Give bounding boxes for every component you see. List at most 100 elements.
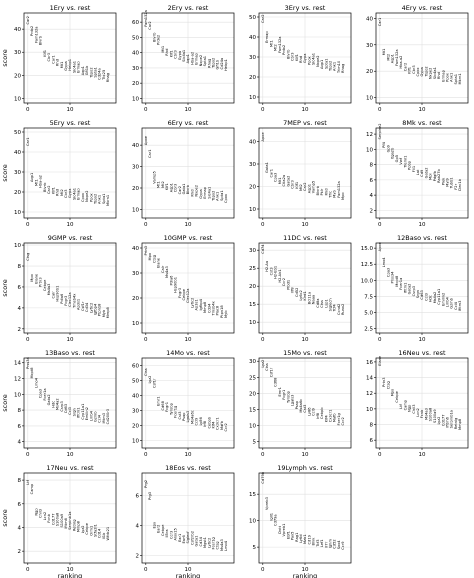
- gene-label: Hebp1: [224, 59, 228, 71]
- gene-label: Emilin2: [85, 407, 89, 420]
- gene-label: Lef1: [320, 539, 324, 547]
- gene-label: Tcf3: [316, 539, 320, 547]
- gene-label: Rhd: [56, 189, 60, 196]
- gene-label: Cpa3: [386, 268, 390, 277]
- y-tick-label: 40: [366, 16, 373, 22]
- gene-label: Lgals3: [291, 395, 295, 407]
- gene-label: Ank1: [216, 192, 220, 201]
- y-tick-label: 20: [249, 185, 256, 191]
- panel: 2Ery vs. rest 10 20 30 40 50 60 0 10 Fam132a Car2B…: [132, 4, 235, 113]
- gene-label: Ccnd2: [337, 304, 341, 315]
- gene-label: Slc4a1: [312, 53, 316, 65]
- gene-label: Fcgr1: [165, 402, 169, 412]
- y-tick-label: 6: [18, 285, 22, 291]
- gene-label: Epx: [152, 521, 156, 529]
- gene-label: Clec12a: [68, 292, 72, 306]
- y-tick-label: 6: [370, 178, 374, 184]
- y-tick-label: 2: [136, 554, 140, 560]
- y-tick-label: 50: [14, 130, 21, 136]
- y-tick-label: 10: [132, 96, 139, 102]
- y-tick-label: 12: [366, 391, 373, 397]
- gene-label: Plbd1: [286, 280, 290, 290]
- gene-label: Cd200r3: [106, 409, 110, 424]
- gene-label: Cbr3: [174, 184, 178, 193]
- gene-label: Car1: [51, 55, 55, 63]
- gene-label: Cpox: [81, 192, 85, 202]
- gene-label: Gata1: [182, 184, 186, 195]
- gene-label: Nxpe2: [85, 190, 89, 202]
- gene-label: Ly6d: [299, 535, 303, 543]
- gene-label: Cd52: [295, 288, 299, 297]
- panel-title: 14Mo vs. rest: [166, 349, 210, 357]
- x-tick-label: 10: [67, 222, 74, 228]
- plot-frame: [141, 12, 235, 104]
- gene-label: Ngp: [408, 404, 412, 412]
- y-tick-label: 2.5: [364, 327, 373, 333]
- panel-title: 13Baso vs. rest: [45, 349, 95, 357]
- gene-label: Car2: [261, 15, 265, 23]
- gene-label: Ctsg: [216, 541, 220, 549]
- y-tick-label: 14: [366, 376, 373, 382]
- gene-label: Mt1: [269, 40, 273, 47]
- gene-label: Mzb1: [303, 534, 307, 544]
- x-tick-label: 10: [185, 567, 192, 573]
- gene-label: Cbr3: [64, 189, 68, 198]
- y-tick-label: 16: [366, 360, 373, 366]
- x-axis-label: ranking: [293, 572, 318, 578]
- x-tick-label: 10: [185, 222, 192, 228]
- gene-label: Tspo2: [212, 58, 216, 69]
- y-tick-label: 40: [14, 150, 21, 156]
- gene-label: H2-Aa: [265, 261, 269, 272]
- gene-label: Stfa2l1: [94, 524, 98, 537]
- gene-label: Ank1: [333, 62, 337, 71]
- gene-label: Ccr2: [224, 423, 228, 431]
- panel-title: 15Mo vs. rest: [283, 349, 327, 357]
- gene-label: Cd9: [420, 169, 424, 177]
- gene-label: Lmo4: [224, 540, 228, 551]
- gene-label: Fcnb: [47, 513, 51, 522]
- gene-label: Cst3: [269, 267, 273, 275]
- panel-title: 11DC vs. rest: [283, 234, 327, 242]
- gene-label: Cx3cr1: [216, 417, 220, 430]
- gene-label: Mt1: [157, 181, 161, 188]
- x-tick-label: 10: [419, 452, 426, 458]
- gene-label: Rhd: [299, 56, 303, 63]
- gene-label: Vpreb3: [265, 497, 269, 510]
- gene-label: Ermap: [195, 52, 199, 64]
- gene-label: Vwf: [399, 157, 403, 164]
- gene-label: Plac8: [216, 305, 220, 315]
- y-tick-label: 15.0: [361, 246, 374, 252]
- plot-frame: [23, 127, 117, 219]
- gene-label: Csf1r: [269, 367, 273, 377]
- x-tick-label: 10: [302, 337, 309, 343]
- y-tick-label: 14: [14, 361, 21, 367]
- gene-label: Gzmb: [94, 411, 98, 422]
- gene-label: Ermap: [77, 188, 81, 200]
- y-tick-label: 8: [370, 163, 374, 169]
- gene-label: Fcnb: [420, 409, 424, 418]
- gene-label: Klf1: [295, 182, 299, 189]
- plot-frame: [141, 127, 235, 219]
- x-tick-label: 10: [67, 337, 74, 343]
- gene-label: Klf1: [51, 187, 55, 194]
- plot-frame: [258, 357, 352, 449]
- gene-label: Prss34: [26, 356, 30, 369]
- y-tick-label: 10: [249, 320, 256, 326]
- x-tick-label: 0: [261, 222, 265, 228]
- gene-label: Rab27b: [437, 168, 441, 182]
- panel: 16Neu vs. rest 6 8 10 12 14 16 0 10 Elane Prtn3 Cts…: [366, 349, 469, 458]
- x-tick-label: 0: [144, 222, 148, 228]
- gene-label: Ms4a3: [220, 539, 224, 551]
- gene-label: Blnk: [312, 537, 316, 546]
- gene-label: Tyrobp: [169, 402, 173, 416]
- panel-title: 19Lymph vs. rest: [277, 464, 333, 472]
- panel: 3Ery vs. rest 10 20 30 40 50 0 10 Car2 ErmapMt1Mt…: [249, 4, 352, 113]
- gene-label: Ly86: [199, 416, 203, 425]
- gene-label: Mpl: [429, 173, 433, 179]
- gene-label: Klf1: [169, 50, 173, 57]
- panel-title: 12Baso vs. rest: [397, 234, 447, 242]
- gene-label: Mpo: [341, 192, 345, 200]
